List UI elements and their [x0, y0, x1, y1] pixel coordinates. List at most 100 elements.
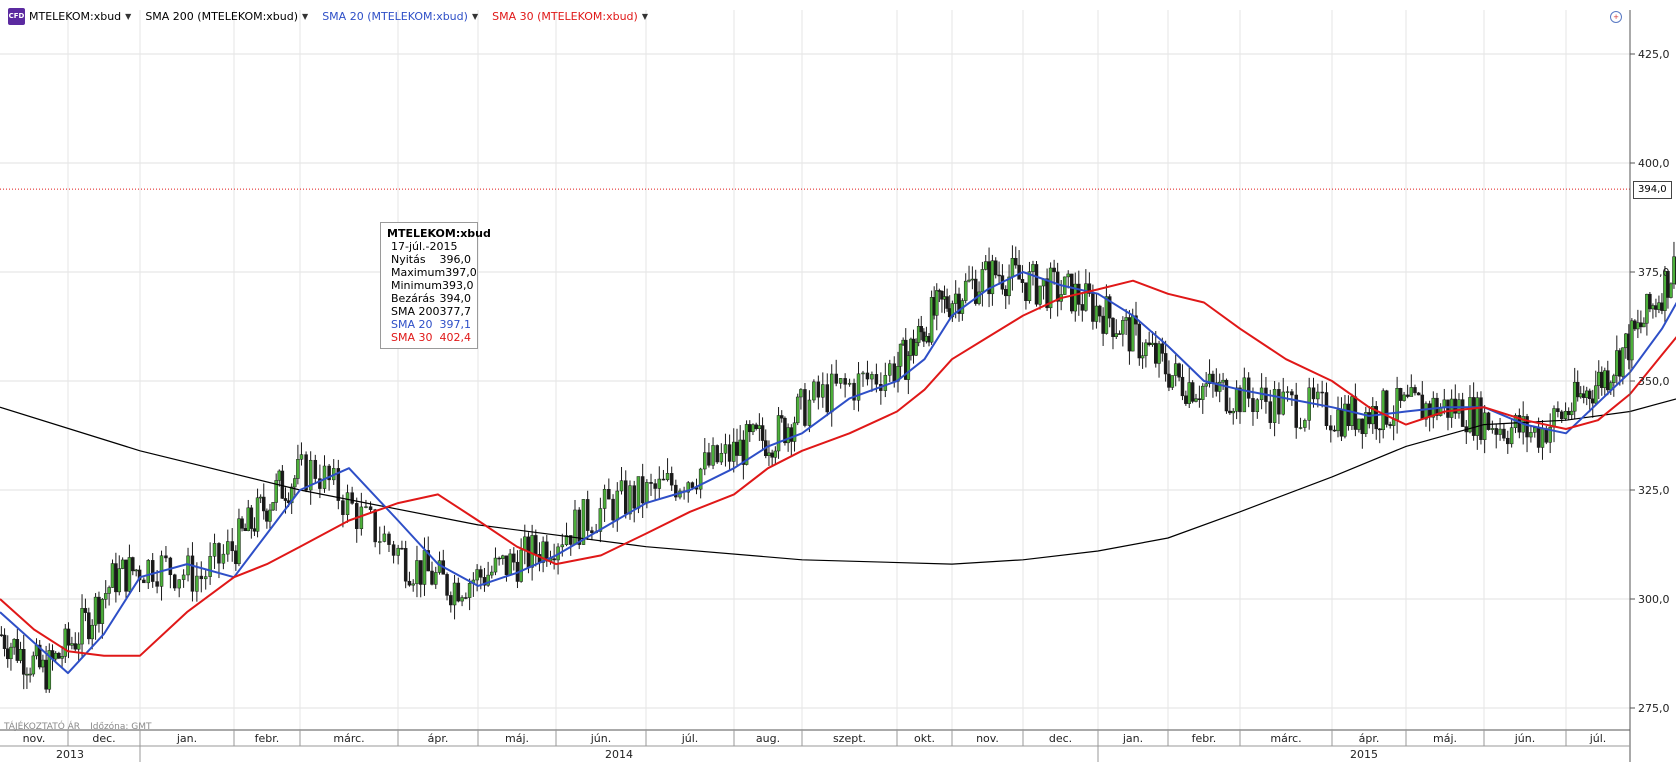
- candle-body: [640, 476, 645, 504]
- candle-body: [711, 445, 715, 466]
- year-label: 2015: [1350, 748, 1378, 761]
- candle-body: [208, 556, 212, 577]
- x-tick-label: aug.: [756, 732, 780, 745]
- candle-body: [155, 581, 159, 587]
- indicator-sma20[interactable]: SMA 20 (MTELEKOM:xbud) ▼: [322, 10, 478, 23]
- candle-body: [57, 652, 61, 659]
- x-tick-label: nov.: [976, 732, 999, 745]
- candle-body: [560, 544, 565, 548]
- candle-body: [327, 465, 331, 481]
- candle-body: [313, 459, 318, 479]
- y-tick-label: 300,0: [1638, 593, 1670, 606]
- y-tick-label: 325,0: [1638, 484, 1670, 497]
- candle-body: [80, 608, 84, 645]
- chevron-down-icon: ▼: [125, 11, 132, 21]
- candle-body: [168, 557, 173, 576]
- indicator-sma30[interactable]: SMA 30 (MTELEKOM:xbud) ▼: [492, 10, 648, 23]
- candle-body: [493, 557, 498, 573]
- candle-body: [124, 559, 128, 592]
- y-tick-label: 275,0: [1638, 702, 1670, 715]
- candle-body: [76, 643, 81, 650]
- chevron-down-icon: ▼: [471, 11, 479, 21]
- candle-body: [1651, 305, 1655, 310]
- candle-body: [1424, 403, 1428, 420]
- candle-body: [838, 378, 843, 384]
- candle-body: [861, 372, 865, 375]
- candle-body: [1170, 375, 1175, 388]
- symbol-selector[interactable]: CFD MTELEKOM:xbud ▼: [8, 7, 132, 25]
- candle-body: [1311, 387, 1316, 400]
- candle-body: [512, 553, 516, 563]
- candle-body: [727, 444, 732, 462]
- candle-body: [258, 496, 263, 499]
- candle-body: [715, 445, 719, 463]
- candle-body: [190, 555, 195, 592]
- candle-body: [1544, 428, 1549, 443]
- reset-zoom-icon[interactable]: +: [1610, 11, 1622, 23]
- candle-body: [322, 465, 327, 489]
- candle-body: [1221, 379, 1225, 383]
- tooltip-row: Maximum 397,0: [387, 266, 477, 279]
- candle-body: [983, 261, 988, 270]
- candle-body: [649, 482, 653, 484]
- candle-body: [653, 483, 657, 489]
- candle-body: [767, 452, 771, 457]
- candle-body: [1184, 395, 1188, 404]
- candle-body: [53, 652, 58, 660]
- candle-body: [501, 555, 505, 559]
- candle-body: [611, 498, 615, 521]
- candle-body: [134, 569, 138, 572]
- candle-body: [883, 375, 888, 391]
- candle-body: [1633, 320, 1637, 330]
- candle-body: [754, 424, 758, 429]
- indicator-sma200[interactable]: SMA 200 (MTELEKOM:xbud) ▼: [145, 10, 308, 23]
- candle-body: [1603, 370, 1607, 388]
- candle-body: [308, 459, 313, 491]
- candle-body: [1007, 276, 1011, 297]
- candle-body: [1572, 381, 1577, 412]
- candle-body: [341, 500, 345, 515]
- candle-body: [21, 648, 26, 675]
- tooltip-row-label: Nyitás: [391, 253, 426, 266]
- candle-body: [1197, 398, 1202, 400]
- candle-body: [131, 557, 135, 572]
- candle-body: [789, 427, 794, 442]
- candle-body: [1336, 409, 1340, 432]
- candle-body: [552, 558, 556, 561]
- candle-body: [1479, 397, 1483, 440]
- candle-body: [1277, 389, 1281, 415]
- candle-body: [1038, 285, 1042, 305]
- candle-body: [1091, 293, 1095, 322]
- candle-body: [665, 473, 670, 481]
- candle-body: [1080, 304, 1085, 311]
- candle-body: [1048, 267, 1053, 309]
- candle-body: [66, 628, 71, 646]
- candle-body: [1173, 363, 1178, 376]
- candle-body: [1569, 410, 1574, 416]
- candle-body: [60, 656, 64, 659]
- candle-body: [1124, 317, 1128, 321]
- candle-body: [1127, 317, 1132, 352]
- sma-line-sma30: [0, 279, 1676, 657]
- candle-body: [1468, 397, 1472, 433]
- candle-body: [117, 568, 122, 593]
- candle-body: [914, 342, 918, 356]
- tooltip-row: Minimum 393,0: [387, 279, 473, 292]
- candle-body: [1031, 264, 1035, 272]
- x-tick-label: dec.: [1049, 732, 1072, 745]
- tooltip-row-value: 396,0: [439, 253, 472, 266]
- candle-body: [892, 363, 896, 382]
- x-tick-label: febr.: [1192, 732, 1217, 745]
- candle-body: [173, 574, 177, 589]
- candle-body: [973, 278, 978, 304]
- candle-body: [63, 628, 68, 657]
- candle-body: [1502, 428, 1506, 439]
- candle-body: [1648, 293, 1652, 310]
- x-axis: nov. dec. jan. febr. márc. ápr. máj. jún. júl. au…: [0, 729, 1630, 762]
- candle-body: [1285, 391, 1290, 393]
- candle-body: [1416, 392, 1421, 396]
- candle-body: [1231, 410, 1235, 414]
- tooltip-title: MTELEKOM:xbud: [387, 227, 491, 240]
- candle-body: [1630, 320, 1634, 361]
